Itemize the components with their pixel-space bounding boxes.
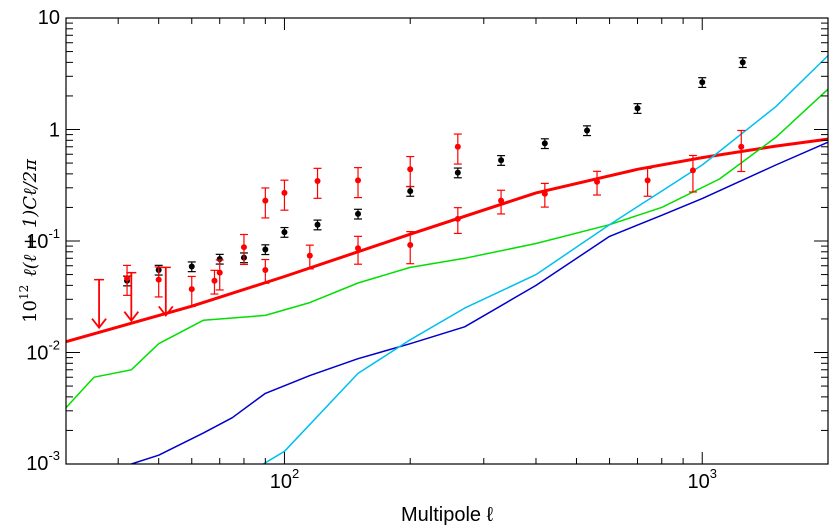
data-point — [454, 143, 461, 150]
x-tick-label-base: 10 — [270, 471, 292, 493]
y-tick-label-exp: -3 — [48, 448, 60, 463]
plot-frame — [65, 17, 829, 465]
x-tick-label-exp: 2 — [292, 466, 299, 481]
x-axis-label-text: Multipole ℓ — [401, 504, 494, 526]
data-point — [216, 269, 223, 276]
data-point — [407, 242, 414, 249]
y-tick-label: 10 — [38, 7, 60, 29]
plot-content — [66, 55, 828, 464]
data-point — [498, 197, 505, 204]
series-group — [66, 55, 828, 464]
upper-limit-arrow-head — [158, 305, 174, 317]
data-point — [355, 245, 362, 252]
y-tick-label-exp: -1 — [48, 226, 60, 241]
y-axis-label: 1012 ℓ(ℓ + 1)Cℓ/2π — [17, 158, 41, 323]
y-tick-label-exp: -2 — [48, 338, 60, 353]
y-tick-label: 10-1 — [26, 226, 60, 253]
data-point — [739, 59, 746, 66]
x-tick-label-exp: 3 — [710, 466, 717, 481]
y-tick-label: 1 — [49, 120, 60, 142]
data-point — [454, 169, 461, 176]
data-point — [594, 178, 601, 185]
data-point — [407, 188, 414, 195]
data-point — [281, 229, 288, 236]
data-point — [211, 277, 218, 284]
data-point — [314, 178, 321, 185]
y-tick-label: 10-2 — [26, 338, 60, 365]
data-point — [407, 166, 414, 173]
data-point — [124, 275, 131, 282]
data-point — [262, 246, 269, 253]
y-label-prefix: 10 — [20, 300, 41, 323]
data-point — [689, 167, 696, 174]
y-axis-label-text: 1012 ℓ(ℓ + 1)Cℓ/2π — [17, 158, 41, 323]
y-label-expr: ℓ(ℓ + 1)Cℓ/2π — [20, 158, 41, 277]
data-point — [240, 244, 247, 251]
axis-ticks — [65, 17, 829, 465]
x-tick-label-base: 10 — [687, 471, 709, 493]
data-point — [699, 79, 706, 86]
series-line-0 — [66, 137, 828, 344]
data-point — [738, 143, 745, 150]
y-tick-label-base: 10 — [26, 343, 48, 365]
data-point — [262, 197, 269, 204]
data-point — [541, 190, 548, 197]
data-point — [306, 252, 313, 259]
data-point — [314, 221, 321, 228]
x-tick-label: 102 — [270, 466, 299, 493]
series-line-1 — [66, 88, 828, 409]
upper-limit-arrow-head — [123, 311, 140, 323]
data-point — [541, 140, 548, 147]
y-label-prefix-exp: 12 — [17, 285, 31, 300]
y-tick-label-base: 10 — [26, 231, 48, 253]
data-point — [188, 286, 195, 293]
data-point — [584, 127, 591, 134]
data-point — [355, 210, 362, 217]
data-point — [498, 157, 505, 164]
data-point — [355, 177, 362, 184]
data-point — [644, 177, 651, 184]
data-point — [262, 266, 269, 273]
x-tick-label: 103 — [687, 466, 716, 493]
y-tick-label-base: 10 — [38, 7, 60, 29]
series-line-3 — [262, 55, 828, 464]
data-point — [454, 215, 461, 222]
data-point — [188, 263, 195, 270]
series-line-2 — [131, 141, 828, 464]
y-tick-label-base: 10 — [26, 453, 48, 475]
data-point — [634, 105, 641, 112]
data-point — [155, 276, 162, 283]
upper-limit-arrow-head — [91, 318, 107, 330]
data-point — [281, 189, 288, 196]
x-axis-label: Multipole ℓ — [401, 504, 494, 526]
y-tick-label-base: 1 — [49, 120, 60, 142]
y-tick-label: 10-3 — [26, 448, 60, 475]
